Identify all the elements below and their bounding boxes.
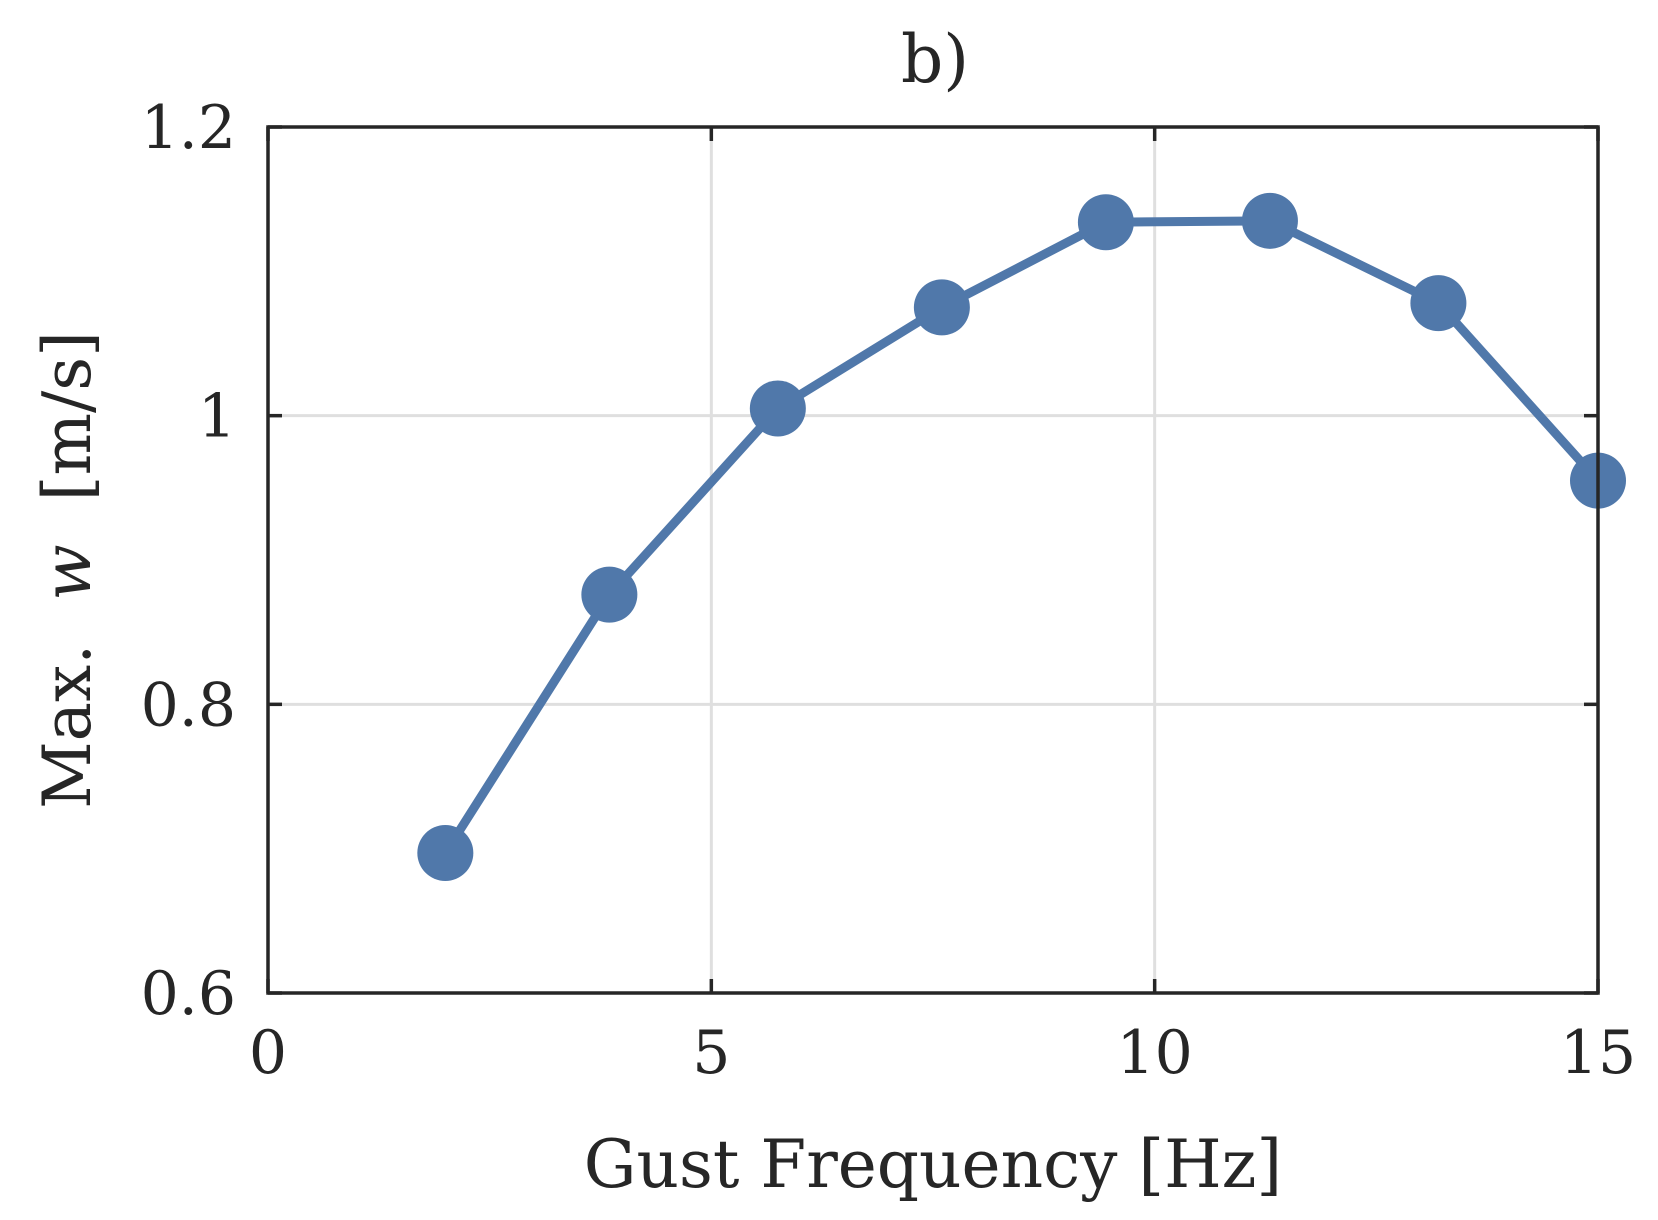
data-point <box>1077 194 1134 251</box>
series-layer <box>417 192 1626 881</box>
chart-title: b) <box>901 21 969 98</box>
ticks-layer: 0 5 10 15 0.6 0.8 1 1.2 <box>141 93 1637 1088</box>
data-point <box>749 380 806 437</box>
y-axis-label-prefix: Max. <box>29 644 106 809</box>
data-point <box>1241 192 1298 249</box>
y-axis-label-unit: [m/s] <box>29 331 106 501</box>
y-tick-label: 1.2 <box>141 93 236 163</box>
y-tick-label: 1 <box>198 382 236 452</box>
x-axis-label: Gust Frequency [Hz] <box>584 1126 1282 1203</box>
y-axis-label-symbol: w <box>29 544 106 601</box>
y-axis-label: Max. w [m/s] <box>29 331 106 809</box>
x-tick-label: 15 <box>1560 1018 1636 1088</box>
x-tick-label: 10 <box>1116 1018 1192 1088</box>
y-tick-label: 0.6 <box>141 959 236 1029</box>
grid-layer <box>268 127 1598 993</box>
plot-frame <box>266 125 1600 995</box>
data-point <box>581 566 638 623</box>
data-point <box>1410 275 1467 332</box>
y-tick-label: 0.8 <box>141 670 236 740</box>
x-tick-label: 0 <box>249 1018 287 1088</box>
data-point <box>913 279 970 336</box>
data-point <box>417 824 474 881</box>
x-tick-label: 5 <box>692 1018 730 1088</box>
series-line <box>441 216 1602 856</box>
